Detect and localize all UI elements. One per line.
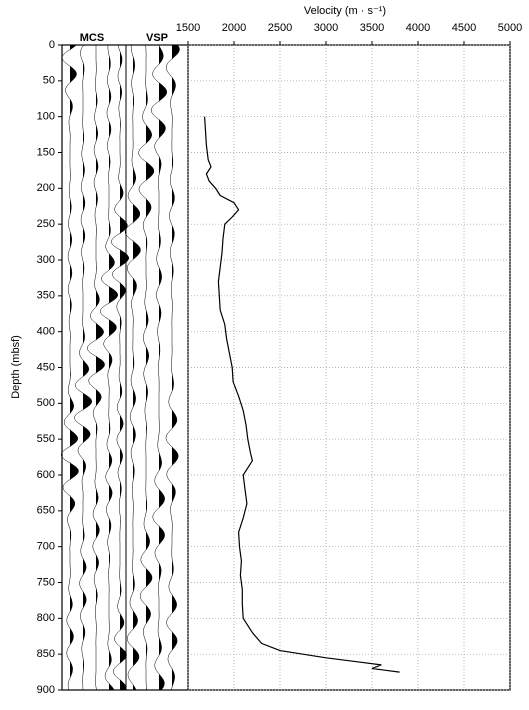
trace bbox=[100, 44, 118, 691]
y-axis-title: Depth (mbsf) bbox=[10, 335, 22, 399]
x-axis-title: Velocity (m · s⁻¹) bbox=[304, 5, 386, 17]
y-tick-label: 450 bbox=[37, 361, 55, 373]
trace bbox=[138, 44, 155, 691]
trace-fill bbox=[133, 45, 141, 690]
trace bbox=[124, 44, 141, 691]
x-tick-label: 2000 bbox=[222, 22, 246, 34]
trace bbox=[111, 44, 130, 691]
y-tick-label: 500 bbox=[37, 397, 55, 409]
panel-label: VSP bbox=[146, 32, 168, 44]
y-tick-label: 250 bbox=[37, 218, 55, 230]
y-tick-label: 150 bbox=[37, 146, 55, 158]
panel-label: MCS bbox=[80, 32, 104, 44]
x-tick-label: 3500 bbox=[360, 22, 384, 34]
seismic-traces bbox=[61, 44, 180, 691]
y-tick-label: 700 bbox=[37, 541, 55, 553]
trace bbox=[74, 44, 92, 691]
y-tick-label: 100 bbox=[37, 111, 55, 123]
trace-fill bbox=[172, 45, 180, 690]
trace-fill bbox=[96, 45, 105, 690]
x-tick-label: 4000 bbox=[406, 22, 430, 34]
y-tick-label: 350 bbox=[37, 290, 55, 302]
trace bbox=[87, 45, 105, 691]
trace-fill bbox=[146, 45, 154, 690]
y-tick-label: 300 bbox=[37, 254, 55, 266]
velocity-line bbox=[204, 116, 400, 673]
y-tick-label: 750 bbox=[37, 576, 55, 588]
y-tick-label: 400 bbox=[37, 326, 55, 338]
y-tick-label: 800 bbox=[37, 612, 55, 624]
trace bbox=[151, 44, 167, 691]
x-tick-label: 4500 bbox=[452, 22, 476, 34]
y-tick-label: 550 bbox=[37, 433, 55, 445]
x-tick-label: 5000 bbox=[498, 22, 522, 34]
trace-fill bbox=[120, 45, 129, 690]
y-tick-label: 600 bbox=[37, 469, 55, 481]
panel-frame bbox=[61, 44, 511, 691]
y-tick-label: 200 bbox=[37, 182, 55, 194]
y-tick-label: 650 bbox=[37, 505, 55, 517]
y-tick-label: 50 bbox=[43, 75, 55, 87]
trace bbox=[61, 44, 79, 691]
trace bbox=[165, 44, 180, 691]
trace-fill bbox=[109, 45, 118, 690]
x-tick-label: 1500 bbox=[176, 22, 200, 34]
trace-fill bbox=[83, 45, 92, 690]
x-tick-label: 3000 bbox=[314, 22, 338, 34]
y-tick-label: 900 bbox=[37, 684, 55, 696]
y-tick-label: 0 bbox=[49, 39, 55, 51]
trace-fill bbox=[70, 45, 79, 690]
trace-fill bbox=[159, 45, 167, 690]
x-tick-label: 2500 bbox=[268, 22, 292, 34]
y-tick-label: 850 bbox=[37, 648, 55, 660]
